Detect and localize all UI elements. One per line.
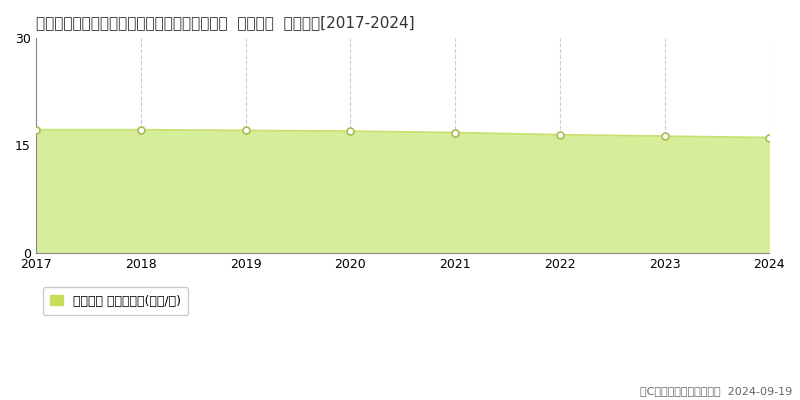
Point (762, 134, 775, 141)
Text: （C）土地価格ドットコム  2024-09-19: （C）土地価格ドットコム 2024-09-19 (640, 386, 792, 396)
Point (239, 127, 252, 134)
Legend: 基準地価 平均坪単価(万円/坪): 基準地価 平均坪単価(万円/坪) (42, 287, 188, 315)
Point (658, 133, 671, 139)
Point (134, 126, 147, 133)
Point (449, 129, 462, 136)
Point (344, 128, 357, 134)
Point (30, 126, 43, 133)
Text: 静岡県静岡市清水区草ヶ谷字足高２９９番７外  基準地価  地価推移[2017-2024]: 静岡県静岡市清水区草ヶ谷字足高２９９番７外 基準地価 地価推移[2017-202… (37, 15, 415, 30)
Point (554, 132, 566, 138)
